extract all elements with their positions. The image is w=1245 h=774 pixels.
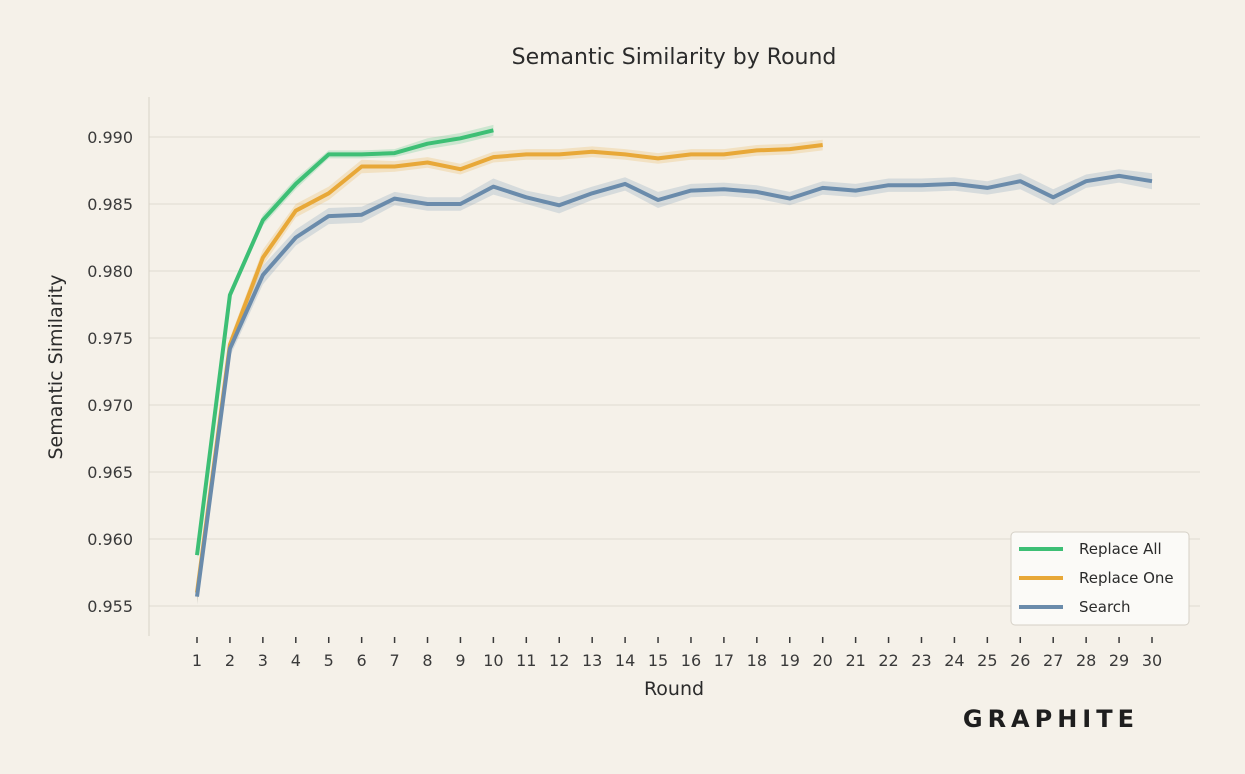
x-tick-label: 9 (455, 651, 465, 670)
chart-title: Semantic Similarity by Round (512, 45, 837, 70)
legend-label: Replace All (1079, 540, 1162, 558)
x-tick-label: 18 (747, 651, 767, 670)
x-tick-label: 16 (681, 651, 701, 670)
y-tick-label: 0.955 (87, 597, 133, 616)
x-tick-label: 29 (1109, 651, 1129, 670)
y-tick-label: 0.970 (87, 396, 133, 415)
x-tick-label: 13 (582, 651, 602, 670)
x-tick-label: 28 (1076, 651, 1096, 670)
series-line (195, 128, 494, 556)
confidence-band (197, 139, 823, 604)
y-axis-label: Semantic Similarity (45, 275, 67, 460)
x-tick-label: 23 (911, 651, 931, 670)
x-tick-label: 4 (291, 651, 301, 670)
x-tick-label: 1 (192, 651, 202, 670)
legend: Replace All Replace One Search (1010, 531, 1190, 626)
x-tick-label: 8 (422, 651, 432, 670)
y-tick-label: 0.985 (87, 195, 133, 214)
x-tick-label: 20 (813, 651, 833, 670)
x-tick-label: 12 (549, 651, 569, 670)
x-tick-label: 30 (1142, 651, 1162, 670)
legend-box (1010, 531, 1190, 626)
legend-label: Replace One (1079, 569, 1174, 587)
x-tick-label: 7 (389, 651, 399, 670)
y-tick-label: 0.980 (87, 262, 133, 281)
x-tick-label: 25 (977, 651, 997, 670)
x-tick-label: 22 (878, 651, 898, 670)
grid-lines (149, 136, 1200, 607)
series-lines (195, 128, 1153, 597)
x-tick-label: 19 (780, 651, 800, 670)
x-tick-label: 17 (714, 651, 734, 670)
x-tick-label: 27 (1043, 651, 1063, 670)
x-tick-label: 14 (615, 651, 635, 670)
x-tick-label: 5 (324, 651, 334, 670)
x-tick-label: 6 (357, 651, 367, 670)
series-line (195, 143, 823, 593)
x-tick-label: 2 (225, 651, 235, 670)
x-tick-label: 26 (1010, 651, 1030, 670)
x-tick-label: 3 (258, 651, 268, 670)
x-tick-label: 24 (944, 651, 964, 670)
y-tick-label: 0.975 (87, 329, 133, 348)
y-tick-label: 0.965 (87, 463, 133, 482)
graphite-logo: GRAPHITE (963, 705, 1139, 733)
x-axis-label: Round (644, 678, 704, 700)
y-axis-ticks: 0.955 0.960 0.965 0.970 0.975 0.980 0.985 0.990 (87, 128, 133, 616)
confidence-band (197, 124, 494, 560)
x-tick-label: 11 (516, 651, 536, 670)
legend-label: Search (1079, 598, 1131, 616)
x-axis-ticks: 1 2 3 4 5 6 7 8 9 10 11 12 13 14 15 16 17 18 19 20 21 22 23 24 2… (192, 637, 1162, 670)
series-line (195, 173, 1153, 597)
y-tick-label: 0.960 (87, 530, 133, 549)
x-tick-label: 15 (648, 651, 668, 670)
x-tick-label: 21 (845, 651, 865, 670)
y-tick-label: 0.990 (87, 128, 133, 147)
x-tick-label: 10 (483, 651, 503, 670)
